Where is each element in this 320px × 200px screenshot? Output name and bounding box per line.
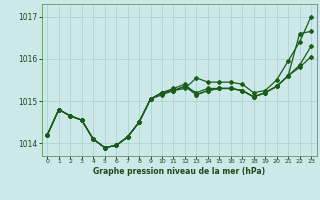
X-axis label: Graphe pression niveau de la mer (hPa): Graphe pression niveau de la mer (hPa) xyxy=(93,167,265,176)
